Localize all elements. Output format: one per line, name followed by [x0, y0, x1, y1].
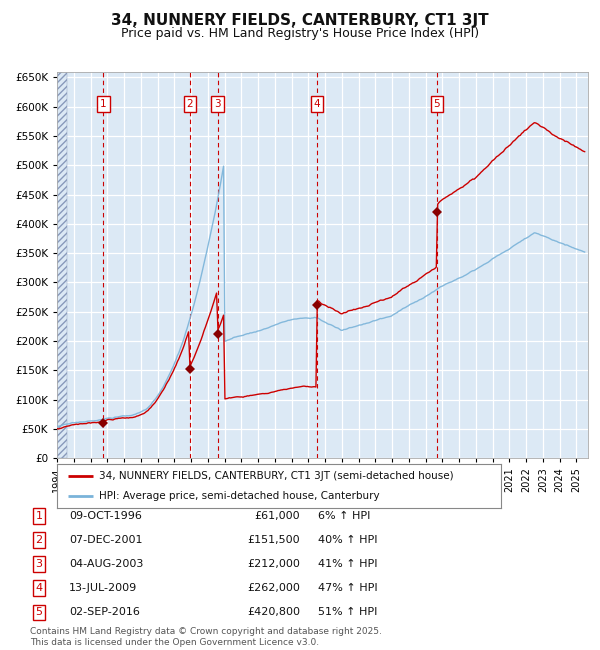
Text: £151,500: £151,500: [247, 535, 300, 545]
Text: Price paid vs. HM Land Registry's House Price Index (HPI): Price paid vs. HM Land Registry's House …: [121, 27, 479, 40]
Text: 34, NUNNERY FIELDS, CANTERBURY, CT1 3JT (semi-detached house): 34, NUNNERY FIELDS, CANTERBURY, CT1 3JT …: [99, 471, 454, 481]
Text: 02-SEP-2016: 02-SEP-2016: [69, 607, 140, 618]
Text: £212,000: £212,000: [247, 559, 300, 569]
Text: 41% ↑ HPI: 41% ↑ HPI: [318, 559, 377, 569]
Text: 1: 1: [35, 511, 43, 521]
Text: 07-DEC-2001: 07-DEC-2001: [69, 535, 143, 545]
Text: 2: 2: [187, 99, 193, 109]
Text: 3: 3: [35, 559, 43, 569]
Text: HPI: Average price, semi-detached house, Canterbury: HPI: Average price, semi-detached house,…: [99, 491, 380, 501]
Text: 47% ↑ HPI: 47% ↑ HPI: [318, 583, 377, 593]
Text: 1: 1: [100, 99, 107, 109]
Text: 51% ↑ HPI: 51% ↑ HPI: [318, 607, 377, 618]
Text: 5: 5: [433, 99, 440, 109]
Text: 40% ↑ HPI: 40% ↑ HPI: [318, 535, 377, 545]
Text: Contains HM Land Registry data © Crown copyright and database right 2025.
This d: Contains HM Land Registry data © Crown c…: [30, 627, 382, 647]
Text: 6% ↑ HPI: 6% ↑ HPI: [318, 511, 370, 521]
Text: 34, NUNNERY FIELDS, CANTERBURY, CT1 3JT: 34, NUNNERY FIELDS, CANTERBURY, CT1 3JT: [111, 13, 489, 28]
Text: 09-OCT-1996: 09-OCT-1996: [69, 511, 142, 521]
Text: £61,000: £61,000: [254, 511, 300, 521]
Text: £420,800: £420,800: [247, 607, 300, 618]
Text: 3: 3: [214, 99, 221, 109]
Text: 2: 2: [35, 535, 43, 545]
Text: 5: 5: [35, 607, 43, 618]
Text: 13-JUL-2009: 13-JUL-2009: [69, 583, 137, 593]
Text: £262,000: £262,000: [247, 583, 300, 593]
Text: 4: 4: [35, 583, 43, 593]
Text: 04-AUG-2003: 04-AUG-2003: [69, 559, 143, 569]
Text: 4: 4: [314, 99, 320, 109]
